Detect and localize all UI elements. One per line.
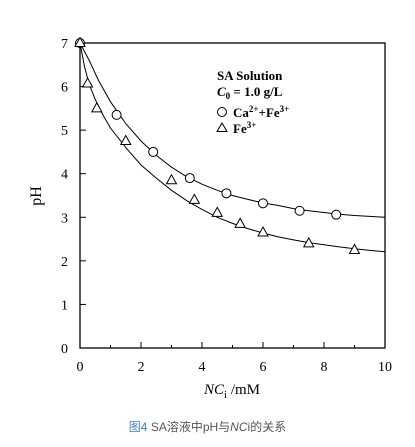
axis-ticks: 0 2 4 6 8 10 0 1 2 3 4 5 6 7 [61,37,392,375]
caption-subscript: i [247,420,251,434]
x-tick-label: 0 [77,360,84,375]
data-points [74,36,361,254]
caption-label: 图4 [128,420,148,434]
circle-point [258,198,268,209]
legend-entry-fe: Fe3+ [233,120,256,136]
x-tick-label: 10 [378,360,392,375]
triangle-point [257,226,269,237]
triangle-point [211,206,224,217]
y-tick-label: 3 [61,211,68,226]
x-axis-label: NCi /mM [203,382,260,401]
x-tick-label: 6 [260,360,267,375]
y-tick-label: 7 [61,37,68,52]
circle-point [148,146,159,157]
triangle-point [302,236,315,248]
triangle-point [234,217,246,228]
legend-triangle-marker [216,122,228,132]
x-tick-label: 2 [138,360,145,375]
caption-symbol: NC [230,420,248,434]
circle-point [331,209,342,220]
triangle-point [165,173,178,185]
x-tick-label: 8 [321,360,328,375]
chart-canvas: 0 2 4 6 8 10 0 1 2 3 4 5 6 7 pH NCi /mM SA Solution C… [28,36,392,401]
y-axis-label: pH [28,186,45,206]
caption-suffix: 的关系 [250,420,287,434]
figure-caption: 图4 SA溶液中pH与NCi的关系 [0,418,415,435]
circle-point [184,173,195,184]
triangle-point [119,134,132,146]
legend-entry-ca-fe: Ca2++Fe3+ [233,104,289,120]
circle-point [294,205,305,216]
y-tick-label: 5 [61,124,68,139]
triangle-point [90,101,103,113]
y-tick-label: 4 [61,168,68,183]
y-tick-label: 6 [61,81,68,96]
triangle-point [188,193,201,204]
triangle-point [348,243,361,254]
legend-concentration: C0 = 1.0 g/L [217,84,283,101]
legend-circle-marker [217,107,227,117]
circle-point [221,188,232,199]
triangle-point [74,36,86,47]
circle-point [111,109,122,120]
y-tick-label: 0 [61,342,68,357]
x-tick-label: 4 [199,360,206,375]
legend: SA Solution C0 = 1.0 g/L Ca2++Fe3+ Fe3+ [216,68,289,136]
y-tick-label: 1 [61,298,68,313]
triangle-point [81,76,94,88]
caption-text: SA溶液中pH与 [147,420,231,434]
legend-title: SA Solution [217,68,283,83]
y-tick-label: 2 [61,255,68,270]
